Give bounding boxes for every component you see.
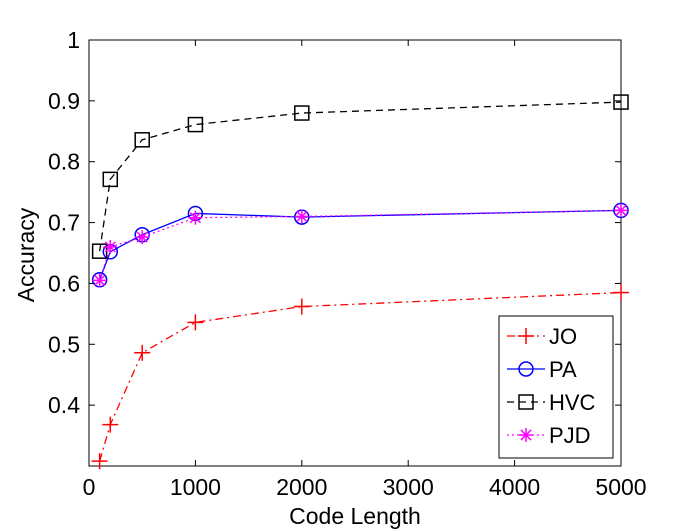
data-point-hvc: [102, 171, 119, 188]
data-point-hvc: [613, 94, 629, 110]
series-pjd: [92, 203, 628, 288]
data-point-jo: [102, 416, 119, 433]
series-line-jo: [99, 291, 622, 462]
legend-item-pjd: PJD: [507, 423, 591, 448]
data-point-jo: [134, 344, 151, 361]
data-point-pjd: [135, 230, 150, 245]
legend-item-jo: JO: [507, 324, 577, 349]
legend-label-pjd: PJD: [549, 423, 591, 448]
series-jo: [91, 284, 629, 470]
legend-marker-pa: [518, 361, 534, 377]
y-tick-label: 0.6: [48, 270, 80, 296]
data-point-pjd: [614, 203, 628, 218]
axes: 0 1000 2000 3000 4000 5000 0.4 0.5 0.6 0.7 0.8 0.9 1: [48, 27, 647, 500]
legend-label-pa: PA: [549, 357, 577, 382]
series-line-pa: [99, 209, 622, 281]
y-tick-label: 0.9: [48, 88, 80, 114]
data-point-jo: [91, 453, 108, 470]
legend-item-pa: PA: [507, 357, 577, 382]
series-group: [91, 94, 629, 470]
data-point-jo: [293, 298, 310, 315]
legend-marker-jo: [518, 328, 534, 344]
x-tick-label: 4000: [489, 474, 540, 500]
legend: JO PA HVC PJD: [498, 315, 614, 459]
data-point-pjd: [294, 209, 309, 224]
y-tick-label: 0.5: [48, 331, 80, 357]
y-axis-label: Accuracy: [13, 207, 39, 302]
series-line-pjd: [99, 209, 622, 281]
series-line-hvc: [98, 101, 622, 252]
legend-label-hvc: HVC: [549, 390, 596, 415]
x-tick-label: 1000: [170, 474, 221, 500]
data-point-hvc: [294, 105, 310, 121]
legend-box: [498, 315, 614, 459]
data-point-pjd: [103, 239, 118, 254]
legend-marker-hvc: [518, 394, 534, 410]
data-point-hvc: [187, 116, 204, 133]
data-point-pjd: [188, 210, 203, 225]
legend-label-jo: JO: [549, 324, 577, 349]
x-tick-label: 5000: [595, 474, 646, 500]
y-tick-label: 0.4: [48, 392, 80, 418]
y-tick-label: 1: [67, 27, 80, 53]
series-hvc: [91, 94, 629, 259]
data-point-jo: [187, 314, 204, 331]
legend-item-hvc: HVC: [507, 390, 596, 415]
x-tick-label: 2000: [276, 474, 327, 500]
x-tick-label: 0: [83, 474, 96, 500]
data-point-hvc: [134, 132, 150, 148]
legend-marker-pjd: [519, 428, 533, 442]
data-point-pjd: [92, 273, 107, 288]
y-tick-label: 0.7: [48, 210, 80, 236]
y-tick-label: 0.8: [48, 149, 80, 175]
x-axis-label: Code Length: [289, 503, 421, 529]
data-point-jo: [613, 284, 629, 301]
x-tick-label: 3000: [383, 474, 434, 500]
plot-area-frame: [88, 39, 622, 467]
